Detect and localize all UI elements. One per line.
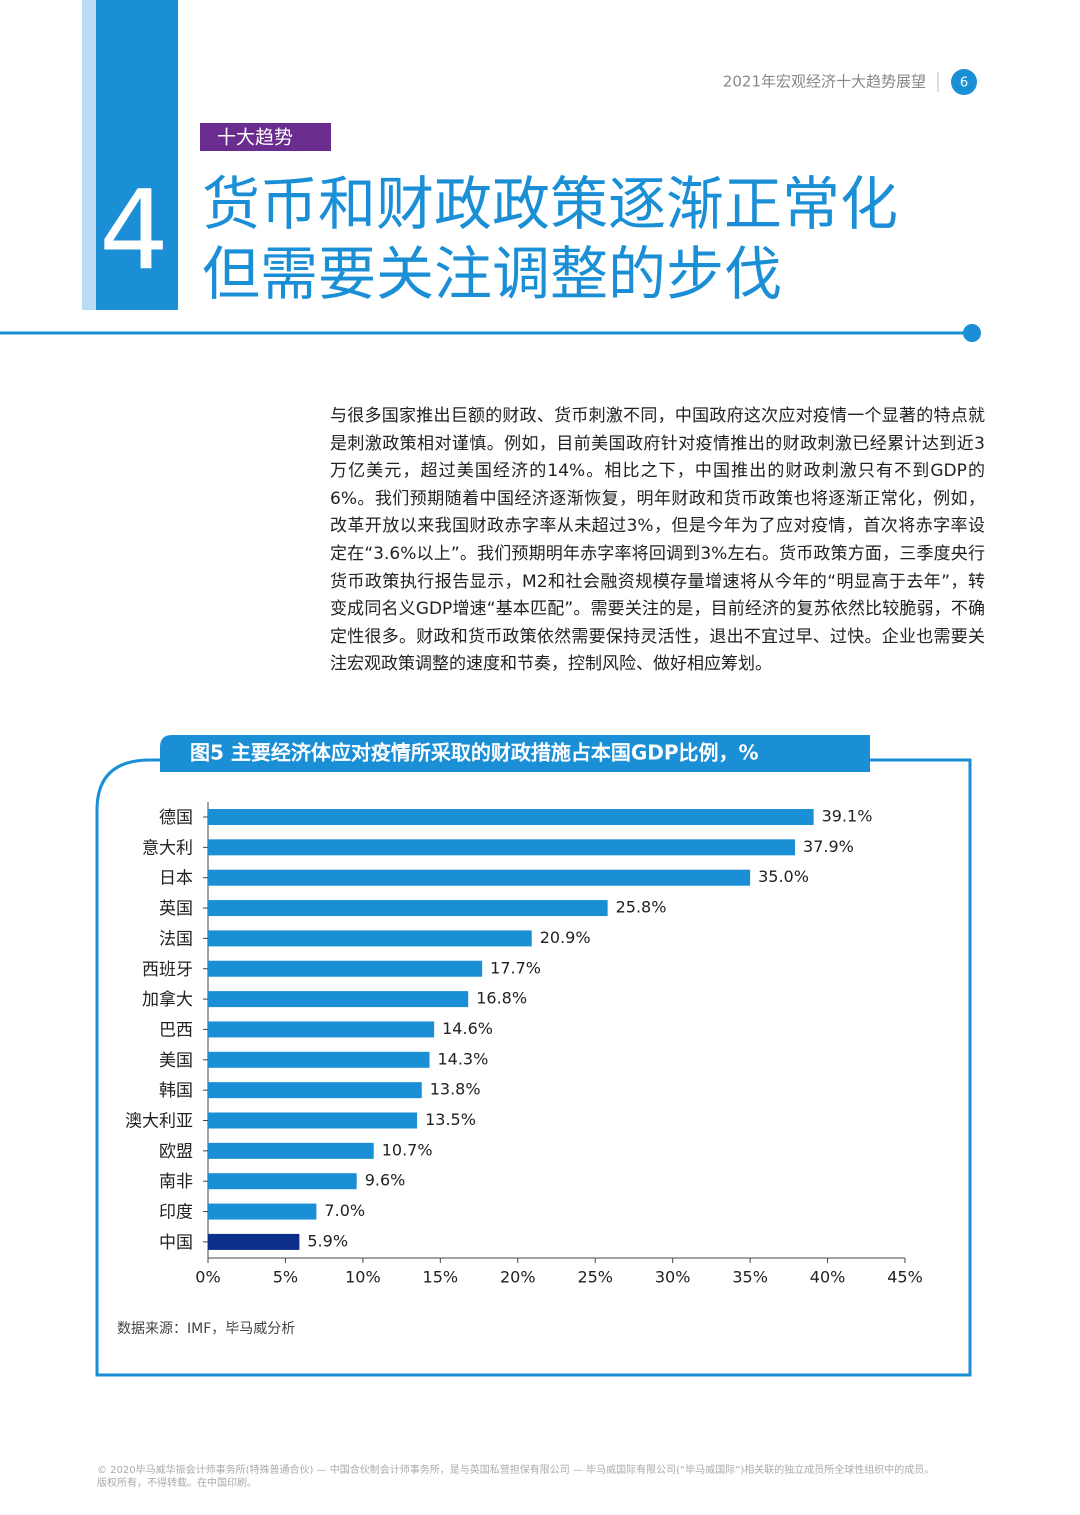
value-label: 17.7% <box>490 958 541 977</box>
value-label: 13.8% <box>430 1080 481 1099</box>
y-tick-label: 日本 <box>159 869 193 889</box>
value-label: 39.1% <box>822 807 873 826</box>
x-tick-label: 0% <box>195 1268 220 1287</box>
bar <box>208 900 608 917</box>
bar <box>208 869 751 886</box>
tag-bg <box>200 123 331 151</box>
bar <box>208 809 814 825</box>
bar <box>208 960 483 977</box>
value-label: 37.9% <box>803 837 854 856</box>
x-tick-label: 20% <box>500 1268 536 1287</box>
chart-frame <box>95 758 972 1377</box>
value-label: 10.7% <box>382 1140 433 1159</box>
y-tick-label: 欧盟 <box>159 1142 193 1162</box>
y-tick-label: 加拿大 <box>142 989 193 1010</box>
y-tick-label: 印度 <box>159 1203 193 1223</box>
tag: 十大趋势 <box>217 127 293 149</box>
value-label: 14.6% <box>442 1019 493 1038</box>
y-tick-label: 美国 <box>159 1051 193 1071</box>
x-tick-label: 30% <box>655 1268 691 1287</box>
page-number: 6 <box>960 76 968 91</box>
y-tick-label: 澳大利亚 <box>125 1112 193 1132</box>
value-label: 13.5% <box>425 1110 476 1129</box>
source: 数据来源：IMF，毕马威分析 <box>117 1321 295 1337</box>
value-label: 14.3% <box>437 1049 488 1068</box>
footer: 版权所有，不得转载。在中国印刷。 <box>97 1476 257 1489</box>
bar <box>208 1203 317 1220</box>
y-tick-label: 西班牙 <box>142 960 193 980</box>
y-tick-label: 南非 <box>159 1172 193 1192</box>
bar <box>208 1112 418 1129</box>
y-tick-label: 意大利 <box>142 838 193 858</box>
y-tick-label: 中国 <box>159 1233 193 1253</box>
chart-title-bg <box>160 735 870 772</box>
footer: © 2020毕马威华振会计师事务所(特殊普通合伙) — 中国合伙制会计师事务所，… <box>97 1463 934 1476</box>
y-tick-label: 巴西 <box>159 1020 193 1040</box>
value-label: 35.0% <box>758 867 809 886</box>
y-tick-label: 韩国 <box>159 1081 193 1101</box>
running-title: 2021年宏观经济十大趋势展望 <box>723 73 926 91</box>
x-tick-label: 35% <box>732 1268 768 1287</box>
band <box>96 0 178 310</box>
band-light <box>82 0 96 310</box>
value-label: 7.0% <box>324 1201 365 1220</box>
x-tick-label: 5% <box>273 1268 298 1287</box>
section-number: 4 <box>99 166 169 294</box>
bar <box>208 1051 430 1068</box>
page-badge <box>951 69 977 95</box>
bar <box>208 991 469 1008</box>
chart-title: 图5 主要经济体应对疫情所采取的财政措施占本国GDP比例，% <box>190 741 759 765</box>
title-line: 货币和财政政策逐渐正常化 <box>202 170 898 238</box>
value-label: 16.8% <box>476 989 527 1008</box>
value-label: 9.6% <box>365 1171 406 1190</box>
x-tick-label: 40% <box>810 1268 846 1287</box>
y-tick-label: 法国 <box>159 929 193 949</box>
title-line: 但需要关注调整的步伐 <box>202 240 782 308</box>
bar <box>208 1173 357 1190</box>
bar <box>208 1021 435 1038</box>
bar <box>208 1142 374 1159</box>
value-label: 25.8% <box>616 898 667 917</box>
bar <box>208 839 796 856</box>
rule-dot <box>963 324 981 342</box>
x-tick-label: 10% <box>345 1268 381 1287</box>
body-text: 与很多国家推出巨额的财政、货币刺激不同，中国政府这次应对疫情一个显著的特点就是刺… <box>330 406 985 675</box>
value-label: 5.9% <box>307 1231 348 1250</box>
x-tick-label: 25% <box>577 1268 613 1287</box>
value-label: 20.9% <box>540 928 591 947</box>
bar <box>208 930 532 947</box>
y-tick-label: 德国 <box>159 808 193 828</box>
x-tick-label: 45% <box>887 1268 923 1287</box>
x-tick-label: 15% <box>423 1268 459 1287</box>
bar <box>208 1233 300 1250</box>
bar <box>208 1082 422 1099</box>
y-tick-label: 英国 <box>159 899 193 919</box>
